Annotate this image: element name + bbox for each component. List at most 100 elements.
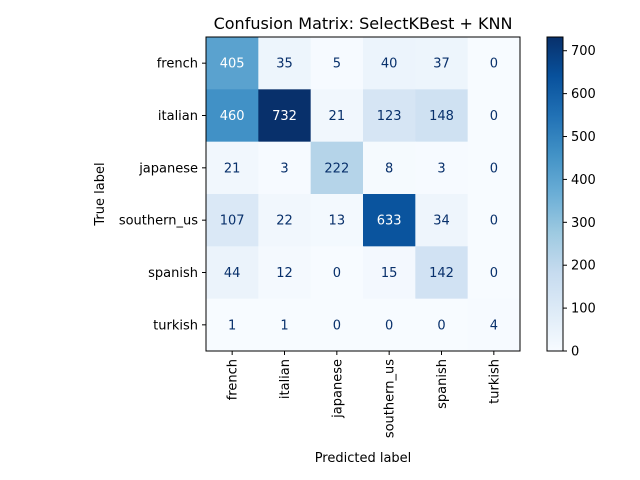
heatmap-cell [206, 194, 259, 247]
heatmap-cell [467, 37, 521, 90]
heatmap-cell [258, 37, 312, 90]
colorbar-ticks: 0 100 200 300 400 500 600 700 [563, 44, 596, 360]
cell-value-label: 15 [381, 266, 398, 281]
cell-value-label: 5 [333, 57, 341, 72]
cell-value-label: 13 [329, 214, 346, 229]
heatmap-cell [415, 246, 469, 300]
cell-value-label: 1 [228, 318, 236, 333]
heatmap-cell [258, 298, 312, 352]
cell-value-label: 0 [490, 266, 498, 281]
colorbar-tick-label: 0 [571, 345, 579, 360]
cell-value-label: 12 [276, 266, 293, 281]
heatmap-cell [206, 89, 259, 143]
cell-value-label: 0 [437, 318, 445, 333]
y-tick-label: southern_us [119, 214, 198, 229]
cell-value-label: 34 [433, 214, 450, 229]
heatmap-cell [258, 194, 312, 247]
colorbar-tick-label: 200 [571, 259, 596, 274]
cell-value-label: 142 [429, 266, 454, 281]
cell-value-label: 37 [433, 57, 450, 72]
cell-value-label: 0 [490, 109, 498, 124]
heatmap-cell [258, 89, 312, 143]
heatmap-cell [415, 194, 469, 247]
x-tick-label: italian [278, 359, 293, 399]
cell-value-label: 3 [280, 161, 288, 176]
heatmap-cell [363, 246, 416, 300]
cell-value-label: 405 [220, 57, 245, 72]
heatmap-cell [415, 37, 469, 90]
heatmap-cell [310, 89, 364, 143]
heatmap-cell [258, 141, 312, 195]
heatmap-cell [310, 37, 364, 90]
heatmap-cell [363, 89, 416, 143]
heatmap-cell [310, 298, 364, 352]
cell-value-label: 633 [377, 214, 402, 229]
heatmap-cell [258, 246, 312, 300]
cell-value-label: 21 [224, 161, 241, 176]
colorbar-tick-label: 600 [571, 87, 596, 102]
heatmap-cell [467, 298, 521, 352]
x-tick-label: spanish [435, 359, 450, 409]
heatmap-cell [415, 298, 469, 352]
x-tick-label: japanese [330, 359, 345, 419]
heatmap-cell [363, 37, 416, 90]
x-tick-label: french [226, 359, 241, 400]
colorbar-tick-label: 400 [571, 173, 596, 188]
cell-value-label: 0 [490, 161, 498, 176]
cell-value-label: 107 [220, 214, 245, 229]
cell-value-label: 732 [272, 109, 297, 124]
cell-value-label: 0 [333, 318, 341, 333]
colorbar-tick-label: 300 [571, 216, 596, 231]
cell-value-label: 460 [220, 109, 245, 124]
cell-value-label: 1 [280, 318, 288, 333]
x-tick-labels: french italian japanese southern_us spanish t… [226, 351, 502, 438]
heatmap-cell [310, 194, 364, 247]
cell-value-label: 0 [490, 214, 498, 229]
cell-value-label: 0 [490, 57, 498, 72]
cell-value-label: 3 [437, 161, 445, 176]
heatmap-cell [363, 298, 416, 352]
colorbar-tick-label: 100 [571, 302, 596, 317]
heatmap-cell [467, 89, 521, 143]
heatmap-cell [206, 141, 259, 195]
x-axis-label: Predicted label [315, 451, 412, 466]
heatmap-cell [310, 246, 364, 300]
cell-value-label: 21 [329, 109, 346, 124]
y-tick-label: turkish [153, 318, 198, 333]
x-tick-label: southern_us [383, 359, 398, 438]
heatmap-cell [415, 141, 469, 195]
colorbar-tick-label: 700 [571, 44, 596, 59]
y-axis-label: True label [93, 162, 108, 226]
cell-value-label: 40 [381, 57, 398, 72]
heatmap-cell [467, 141, 521, 195]
y-tick-label: spanish [148, 266, 198, 281]
heatmap-frame [205, 36, 521, 352]
colorbar-tick-label: 500 [571, 130, 596, 145]
chart-title: Confusion Matrix: SelectKBest + KNN [214, 14, 513, 33]
y-tick-label: french [157, 57, 198, 72]
heatmap-cell [363, 141, 416, 195]
cell-value-label: 148 [429, 109, 454, 124]
cell-value-label: 0 [385, 318, 393, 333]
heatmap-cell [310, 141, 364, 195]
x-tick-label: turkish [487, 359, 502, 404]
y-tick-label: italian [158, 109, 198, 124]
cell-value-label: 123 [377, 109, 402, 124]
heatmap-cell [206, 37, 259, 90]
cell-value-label: 8 [385, 161, 393, 176]
colorbar [546, 36, 564, 352]
heatmap-cell [206, 246, 259, 300]
y-tick-label: japanese [138, 161, 198, 176]
heatmap-cell [363, 194, 416, 247]
cell-value-label: 0 [333, 266, 341, 281]
heatmap-cell [415, 89, 469, 143]
heatmap-cell [467, 194, 521, 247]
cell-value-label: 222 [324, 161, 349, 176]
heatmap-cell [467, 246, 521, 300]
cell-value-label: 4 [490, 318, 498, 333]
cell-value-label: 22 [276, 214, 293, 229]
cell-value-label: 35 [276, 57, 293, 72]
